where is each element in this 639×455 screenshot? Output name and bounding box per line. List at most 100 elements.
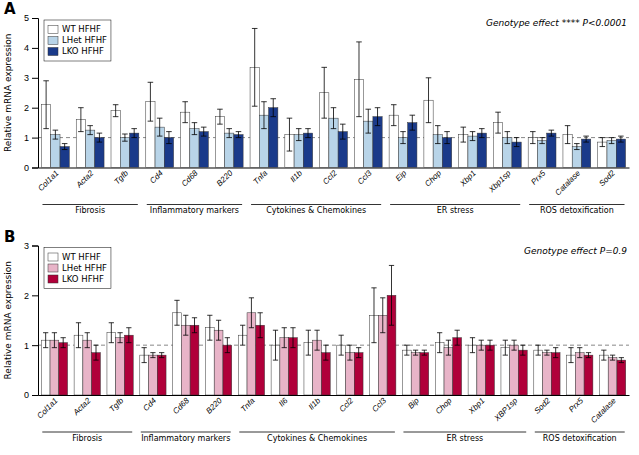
error-bar bbox=[470, 338, 475, 353]
legend-label: WT HFHF bbox=[62, 24, 101, 34]
legend-label: LKO HFHF bbox=[62, 46, 104, 56]
bar bbox=[234, 135, 243, 168]
x-tick-label: B220 bbox=[215, 168, 235, 188]
error-bar bbox=[117, 333, 122, 343]
x-tick: Ccl3 bbox=[370, 396, 388, 414]
bar bbox=[518, 350, 527, 395]
error-bar bbox=[479, 129, 485, 138]
y-tick: 1 bbox=[24, 133, 38, 143]
group-label: Inflammatory markers bbox=[141, 434, 230, 443]
bar bbox=[402, 350, 411, 395]
error-bar bbox=[455, 330, 460, 345]
bar bbox=[584, 355, 593, 395]
bar bbox=[547, 133, 556, 167]
error-bar bbox=[437, 333, 442, 353]
x-tick: Tgfb bbox=[112, 168, 130, 186]
bar bbox=[411, 353, 420, 395]
x-tick-label: Acta2 bbox=[71, 396, 93, 418]
bar bbox=[608, 358, 617, 395]
y-tick-label: 0 bbox=[24, 390, 29, 400]
x-tick: Prx5 bbox=[529, 168, 547, 186]
error-bar bbox=[93, 345, 98, 360]
y-tick-mark bbox=[32, 18, 38, 19]
error-bar bbox=[400, 132, 406, 144]
error-bars-2 bbox=[61, 265, 624, 362]
error-bar bbox=[503, 340, 508, 355]
y-tick-label: 1 bbox=[24, 341, 29, 351]
bar bbox=[551, 353, 560, 395]
group-label: Cytokines & Chemokines bbox=[267, 434, 367, 443]
error-bar bbox=[600, 138, 606, 147]
legend: WT HFHFLHet HFHFLKO HFHF bbox=[44, 248, 111, 289]
error-bar bbox=[539, 138, 545, 144]
legend-label: LHet HFHF bbox=[62, 263, 107, 273]
x-tick-label: Xbp1 bbox=[466, 396, 486, 416]
x-tick: B220 bbox=[204, 396, 224, 416]
y-tick-label: 3 bbox=[24, 73, 29, 83]
y-tick: 0 bbox=[24, 163, 38, 173]
error-bar bbox=[166, 132, 172, 144]
plot-area bbox=[38, 28, 629, 167]
bar bbox=[83, 340, 92, 395]
error-bar bbox=[601, 350, 606, 360]
bar bbox=[225, 133, 234, 167]
x-tick-label: Catalase bbox=[589, 396, 618, 425]
error-bar bbox=[109, 323, 114, 343]
series-2 bbox=[60, 108, 626, 168]
y-tick: 3 bbox=[24, 241, 38, 251]
x-tick: B220 bbox=[215, 168, 235, 188]
bar bbox=[420, 353, 429, 395]
bar bbox=[486, 345, 495, 395]
group-label: Cytokines & Chemokines bbox=[266, 206, 366, 215]
error-bar bbox=[53, 130, 59, 139]
error-bar bbox=[356, 348, 361, 358]
x-tick-label: Ccl2 bbox=[321, 168, 339, 186]
error-bars-0 bbox=[43, 28, 605, 151]
x-tick-label: Cd68 bbox=[180, 168, 200, 188]
legend-box bbox=[44, 20, 111, 61]
bar bbox=[616, 139, 625, 167]
error-bar bbox=[217, 109, 223, 124]
y-tick-label: 2 bbox=[24, 103, 29, 113]
y-tick-mark bbox=[32, 246, 38, 247]
error-bar bbox=[565, 126, 571, 144]
x-tick-label: Prx5 bbox=[529, 168, 547, 186]
bar bbox=[111, 111, 120, 168]
x-tick-label: Tgfb bbox=[108, 396, 126, 414]
group-bracket bbox=[141, 432, 231, 433]
error-bar bbox=[487, 340, 492, 350]
x-tick-label: Ccl2 bbox=[337, 396, 355, 414]
error-bar bbox=[282, 328, 287, 348]
series-0 bbox=[41, 67, 607, 167]
error-bar bbox=[62, 144, 68, 150]
plot-area bbox=[38, 265, 629, 395]
bar bbox=[599, 355, 608, 395]
bar bbox=[59, 343, 68, 395]
error-bar bbox=[183, 315, 188, 335]
error-bar bbox=[226, 129, 232, 138]
group-bracket bbox=[251, 204, 381, 205]
annotation: Genotype effect **** P<0.0001 bbox=[486, 18, 627, 28]
error-bars-0 bbox=[43, 288, 606, 363]
bar bbox=[581, 139, 590, 167]
bar bbox=[607, 141, 616, 168]
series-1 bbox=[50, 313, 617, 395]
x-tick: Prx5 bbox=[567, 396, 585, 414]
bar bbox=[120, 138, 129, 168]
error-bar bbox=[609, 138, 615, 144]
legend-label: WT HFHF bbox=[62, 252, 101, 262]
x-tick-label: B220 bbox=[204, 396, 224, 416]
error-bar bbox=[290, 328, 295, 348]
error-bar bbox=[85, 333, 90, 348]
bar bbox=[124, 335, 133, 395]
x-tick-label: Tnfa bbox=[239, 396, 257, 414]
group-bracket bbox=[535, 432, 625, 433]
y-tick-label: 2 bbox=[24, 291, 29, 301]
x-tick: Xbp1 bbox=[458, 169, 478, 189]
error-bar bbox=[461, 127, 467, 142]
group-label: Fibrosis bbox=[72, 434, 102, 443]
x-tick-label: Col1a1 bbox=[35, 396, 59, 420]
group-bracket bbox=[147, 204, 242, 205]
groups: Fibrosis Inflammatory markers Cytokines & … bbox=[42, 432, 624, 443]
y-tick-mark bbox=[32, 395, 38, 396]
